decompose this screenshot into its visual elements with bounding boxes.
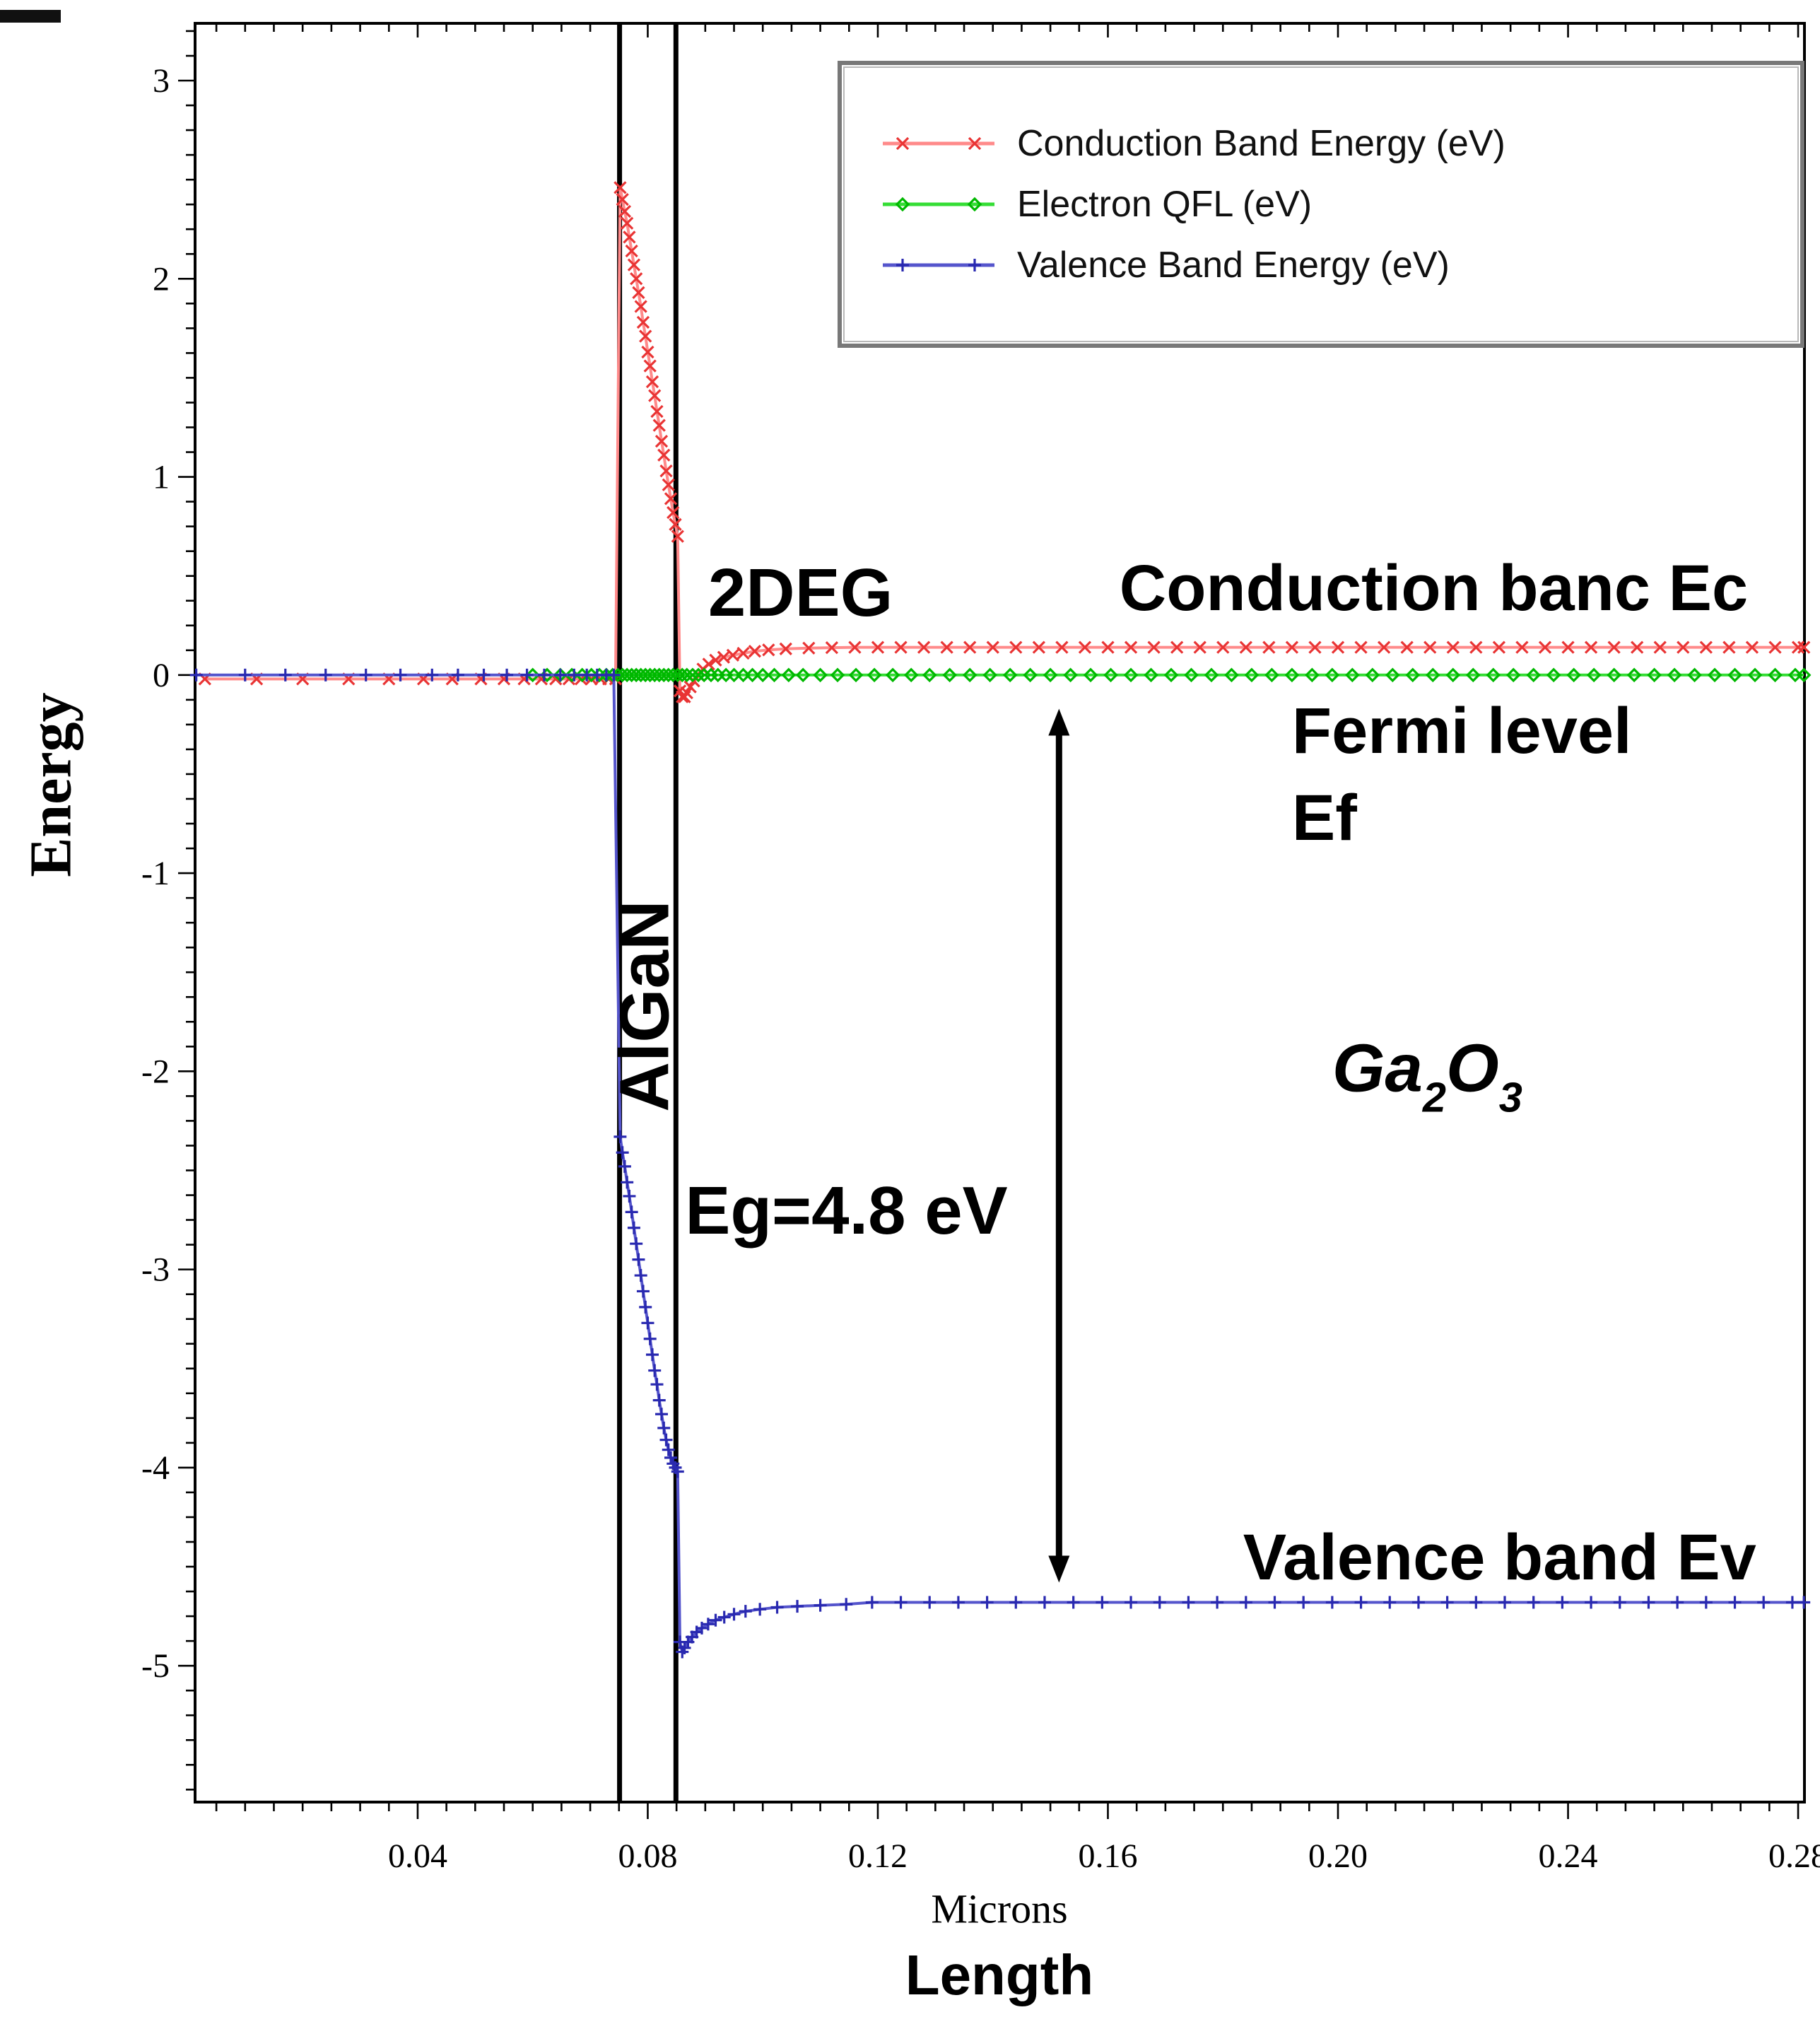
legend-marker-electron-qfl: [883, 197, 994, 212]
legend-label-conduction-band: Conduction Band Energy (eV): [1017, 123, 1505, 164]
legend-label-electron-qfl: Electron QFL (eV): [1017, 184, 1313, 225]
series-electron-qfl: [525, 667, 1812, 683]
series-valence-band: [189, 668, 1811, 1659]
legend-marker-conduction-band: [883, 136, 994, 151]
svg-text:1: 1: [153, 459, 170, 496]
svg-text:2: 2: [153, 260, 170, 298]
bandgap-arrow: [1048, 708, 1070, 1583]
svg-text:0.20: 0.20: [1308, 1837, 1368, 1875]
x-axis-title-secondary: Length: [905, 1943, 1094, 2006]
svg-text:3: 3: [153, 62, 170, 100]
svg-text:0.08: 0.08: [618, 1837, 677, 1875]
window-edge-artifact: [0, 10, 61, 23]
svg-text:0.04: 0.04: [388, 1837, 447, 1875]
svg-text:-3: -3: [141, 1251, 170, 1289]
svg-text:-2: -2: [141, 1053, 170, 1090]
svg-text:-4: -4: [141, 1449, 170, 1487]
svg-text:0.28: 0.28: [1768, 1837, 1820, 1875]
y-axis-title: Energy: [18, 692, 84, 877]
legend-item-conduction-band: Conduction Band Energy (eV): [879, 122, 1800, 165]
svg-text:0.16: 0.16: [1078, 1837, 1137, 1875]
legend-label-valence-band: Valence Band Energy (eV): [1017, 245, 1450, 286]
svg-text:-1: -1: [141, 855, 170, 892]
legend-item-electron-qfl: Electron QFL (eV): [879, 183, 1800, 226]
svg-text:0: 0: [153, 657, 170, 694]
svg-text:0.12: 0.12: [848, 1837, 908, 1875]
tick-labels: 0.04 0.08 0.12 0.16 0.20 0.24 0.28 3 2 1 0 -1 -2 -3 -4…: [141, 62, 1820, 1875]
svg-text:-5: -5: [141, 1647, 170, 1685]
svg-text:0.24: 0.24: [1539, 1837, 1598, 1875]
x-axis-title: Microns: [931, 1886, 1068, 1932]
axis-ticks: [178, 23, 1800, 1819]
legend-item-valence-band: Valence Band Energy (eV): [879, 244, 1800, 286]
legend: Conduction Band Energy (eV) Electron QFL…: [838, 61, 1804, 348]
legend-marker-valence-band: [883, 259, 994, 271]
